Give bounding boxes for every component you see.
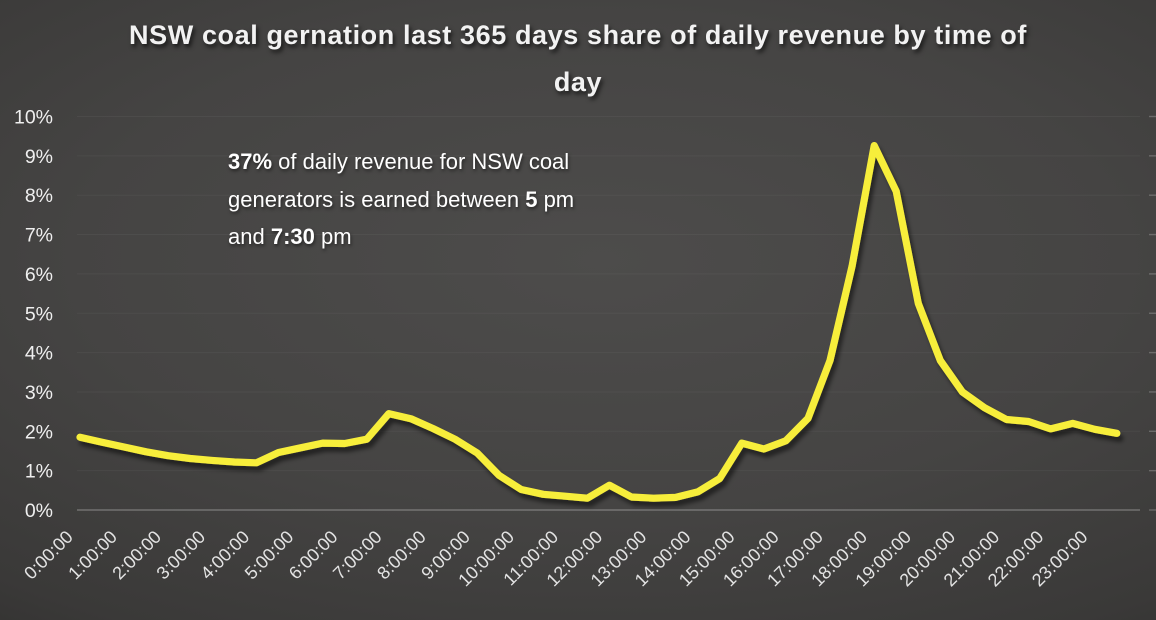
chart-title: NSW coal gernation last 365 days share o… (0, 12, 1156, 106)
y-tick-label: 5% (25, 303, 53, 325)
x-tick-label: 1:00:00 (64, 527, 121, 584)
y-tick-label: 8% (25, 185, 53, 207)
chart-title-text: NSW coal gernation last 365 days share o… (129, 20, 1027, 97)
chart-annotation: 37% of daily revenue for NSW coal generat… (228, 143, 574, 256)
annotation-text: pm (537, 186, 575, 212)
annotation-text: and (228, 224, 271, 249)
revenue-share-line (76, 142, 1121, 502)
y-tick-label: 7% (25, 225, 53, 247)
y-tick-label: 3% (25, 382, 53, 404)
annotation-line: 37% of daily revenue for NSW coal (228, 143, 574, 181)
annotation-text: of daily revenue for NSW coal (272, 149, 570, 174)
x-tick-label: 8:00:00 (373, 527, 430, 584)
y-tick-label: 2% (25, 421, 53, 443)
x-tick-label: 4:00:00 (197, 527, 254, 584)
y-tick-label: 6% (25, 264, 53, 286)
x-tick-label: 2:00:00 (108, 527, 165, 584)
annotation-highlight: 5 (525, 186, 538, 212)
y-tick-label: 10% (14, 107, 53, 129)
annotation-line: and 7:30 pm (228, 218, 574, 256)
y-tick-label: 1% (25, 461, 53, 483)
x-tick-label: 0:00:00 (20, 527, 77, 584)
annotation-text: pm (314, 224, 352, 249)
x-tick-label: 3:00:00 (153, 527, 210, 584)
y-tick-label: 9% (25, 146, 53, 168)
x-tick-label: 7:00:00 (329, 527, 386, 584)
annotation-highlight: 37% (228, 149, 273, 174)
annotation-line: generators is earned between 5 pm (228, 181, 574, 219)
annotation-highlight: 7:30 (270, 224, 315, 249)
annotation-text: generators is earned between (228, 186, 526, 212)
y-tick-label: 4% (25, 343, 53, 365)
x-tick-label: 6:00:00 (285, 527, 342, 584)
y-tick-label: 0% (25, 500, 53, 522)
x-tick-label: 5:00:00 (241, 527, 298, 584)
